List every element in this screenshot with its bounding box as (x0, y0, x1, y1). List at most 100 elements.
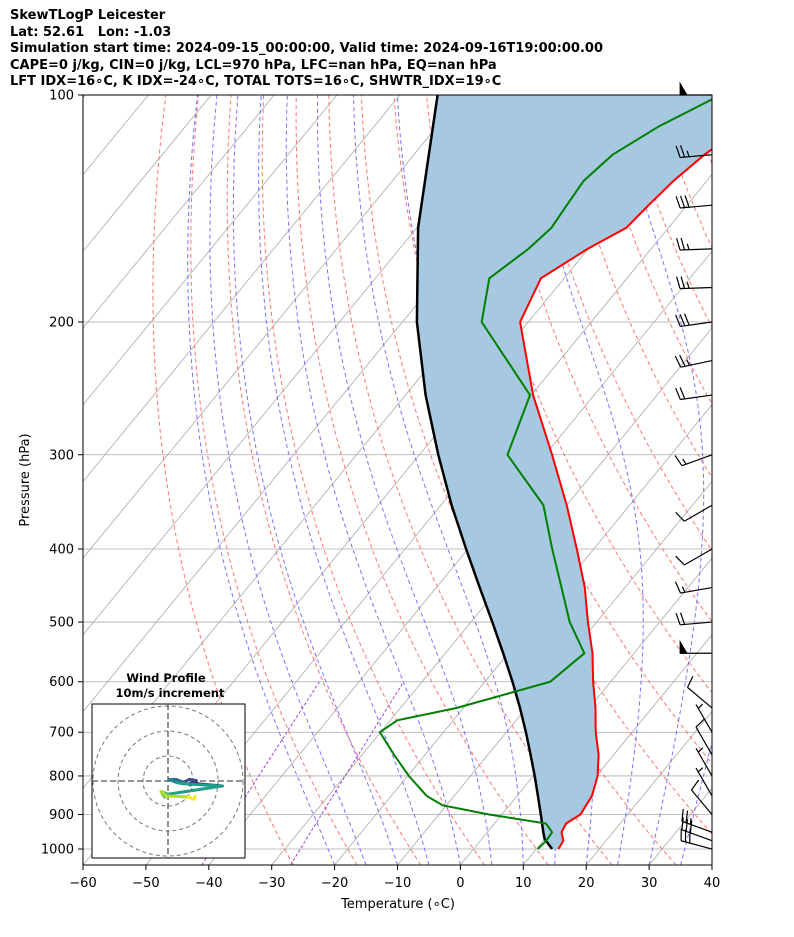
wind-barb (681, 817, 713, 842)
wind-barb (680, 828, 713, 850)
wind-barb (675, 145, 713, 159)
dry-adiabat (261, 95, 485, 865)
barb-flag (681, 817, 684, 830)
dry-adiabat (556, 95, 712, 479)
moist-adiabat (521, 95, 644, 865)
moist-adiabat (187, 95, 336, 865)
hodograph-title: Wind Profile (126, 671, 206, 685)
dry-adiabat (295, 95, 549, 865)
barb-flag (684, 195, 690, 208)
barb-flag (679, 314, 686, 327)
barb-flag (676, 276, 681, 289)
barb-staff (680, 840, 713, 850)
temperature-line (519, 148, 712, 850)
indices-line: LFT IDX=16∘C, K IDX=-24∘C, TOTAL TOTS=16… (10, 74, 502, 89)
hodograph-segment (192, 794, 197, 801)
wind-barb (695, 767, 713, 797)
barb-flag (686, 676, 694, 688)
isotherm-line (585, 710, 712, 865)
x-tick-label: 20 (578, 876, 595, 891)
y-tick-label: 300 (49, 448, 74, 463)
barb-half-flag (681, 586, 686, 593)
cape-fill-layer (416, 95, 712, 849)
y-tick-label: 800 (49, 769, 74, 784)
wind-barb (690, 779, 713, 815)
wind-barb (676, 276, 713, 290)
parcel-profile-line (415, 95, 554, 850)
barb-staff (681, 454, 713, 467)
dewpoint-line (378, 98, 712, 850)
isotherm-line (83, 95, 275, 329)
moist-adiabat (711, 863, 712, 865)
y-tick-label: 200 (49, 315, 74, 330)
cape-line: CAPE=0 j/kg, CIN=0 j/kg, LCL=970 hPa, LF… (10, 57, 497, 73)
moist-adiabat (316, 95, 493, 865)
hodograph-plot (92, 704, 245, 858)
isotherm-line (397, 480, 712, 865)
barb-pennant (679, 639, 688, 654)
time-line: Simulation start time: 2024-09-15_00:00:… (10, 41, 603, 56)
wind-barb (675, 504, 713, 522)
wind-barb (675, 387, 713, 401)
dry-adiabat (328, 95, 613, 865)
isotherm-line (83, 95, 212, 252)
wind-barb (674, 454, 713, 467)
isotherm-line (648, 787, 712, 865)
dry-adiabat (360, 95, 677, 865)
barb-flag (674, 455, 683, 467)
x-axis: −60 −50 −40 −30 −20 −10 0 10 20 30 40 (69, 865, 720, 891)
barb-flag (675, 511, 685, 522)
barb-staff (695, 704, 713, 733)
wind-barbs (674, 81, 713, 850)
wind-barb (695, 747, 713, 777)
barb-staff (681, 829, 713, 842)
barb-flag (679, 354, 686, 367)
barb-staff (680, 586, 713, 594)
barb-half-flag (686, 243, 690, 250)
barb-staff (690, 789, 713, 815)
barb-pennant (679, 81, 688, 96)
barb-staff (695, 747, 713, 777)
x-tick-label: 30 (641, 876, 658, 891)
x-tick-label: −10 (384, 876, 411, 891)
hodograph-inset: Wind Profile 10m/s increment (91, 671, 246, 859)
barb-staff (680, 204, 713, 209)
barb-flag (674, 355, 682, 368)
dry-adiabat (393, 95, 712, 836)
y-tick-label: 400 (49, 542, 74, 557)
wind-barb (675, 548, 713, 566)
y-tick-label: 500 (49, 616, 74, 631)
y-tick-label: 600 (49, 675, 74, 690)
barb-flag (684, 313, 690, 326)
barb-staff (695, 726, 713, 756)
barb-staff (680, 321, 713, 328)
hodograph-segment (166, 784, 224, 796)
x-tick-label: 10 (515, 876, 532, 891)
dry-adiabat (654, 95, 712, 250)
x-tick-label: −50 (132, 876, 159, 891)
barb-flag (695, 718, 706, 728)
barb-half-flag (682, 458, 687, 465)
isotherm-line (271, 327, 712, 865)
barb-flag (690, 779, 700, 791)
barb-flag (675, 196, 681, 209)
wind-barb (695, 718, 713, 756)
barb-half-flag (686, 150, 690, 157)
y-tick-label: 1000 (41, 843, 74, 858)
y-tick-label: 100 (49, 89, 74, 104)
barb-flag (680, 276, 686, 289)
dry-adiabat (152, 95, 294, 865)
y-axis-label: Pressure (hPa) (18, 433, 33, 526)
barb-half-flag (686, 282, 690, 289)
location-line: Lat: 52.61 Lon: -1.03 (10, 24, 172, 40)
barb-flag (680, 195, 686, 208)
dry-adiabat (752, 95, 794, 865)
barb-flag (674, 581, 682, 594)
moist-adiabat (353, 95, 524, 865)
dry-adiabat (720, 95, 794, 865)
barb-flag (680, 612, 686, 625)
barb-flag (675, 314, 681, 327)
barb-flag (676, 237, 681, 251)
profile-lines (378, 95, 712, 850)
